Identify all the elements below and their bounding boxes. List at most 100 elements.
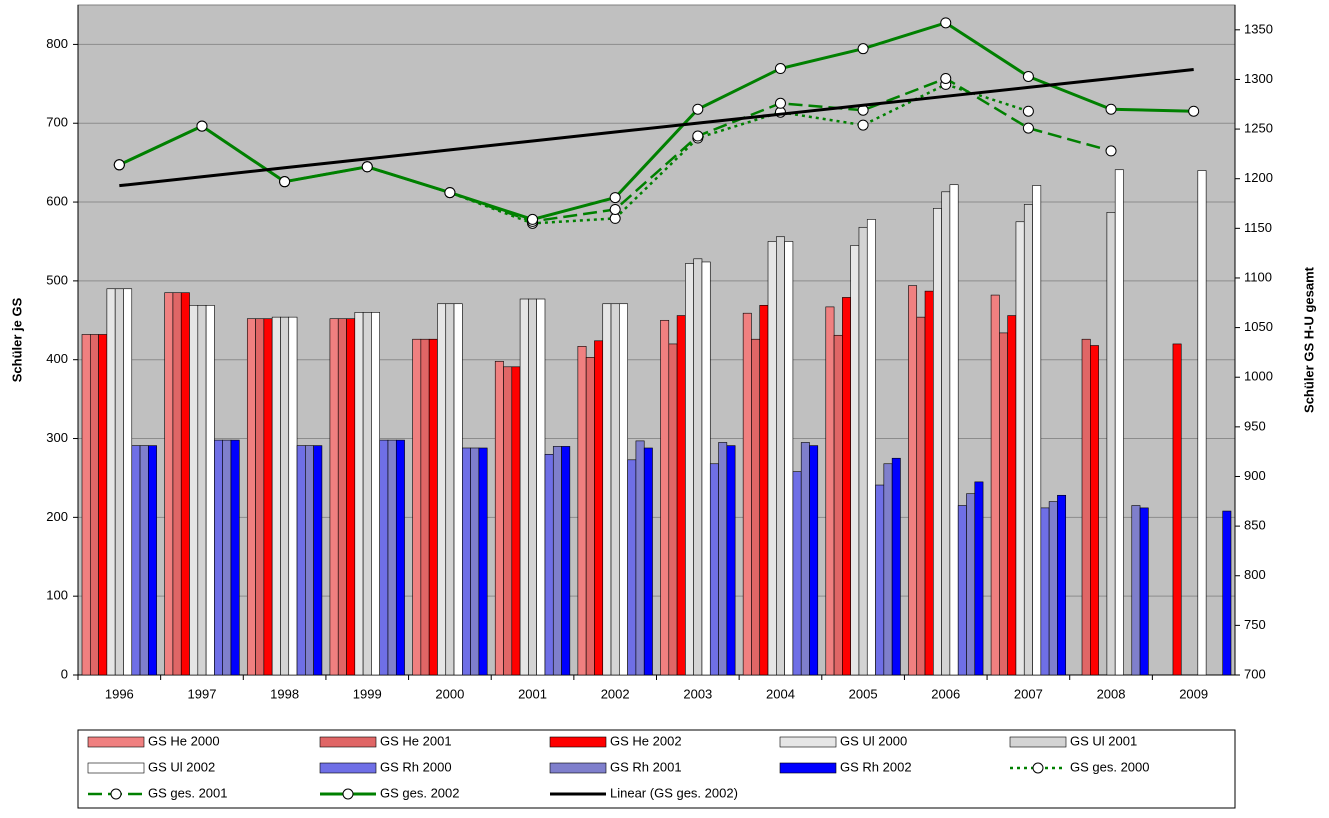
legend-label: GS He 2000 <box>148 733 220 748</box>
bar <box>494 360 504 676</box>
marker <box>940 17 952 29</box>
y2-tick-label: 1250 <box>1244 121 1273 136</box>
legend-label: GS Rh 2002 <box>840 759 912 774</box>
bar <box>106 288 116 676</box>
marker <box>774 63 786 75</box>
bar <box>205 305 215 676</box>
bar <box>288 316 298 676</box>
bar <box>395 439 405 676</box>
marker <box>527 213 539 225</box>
x-tick-label: 1997 <box>188 686 217 701</box>
y2-tick-label: 1000 <box>1244 369 1273 384</box>
marker <box>609 192 621 204</box>
bar <box>387 439 397 676</box>
legend-label: GS ges. 2002 <box>380 785 460 800</box>
bar <box>1032 185 1042 676</box>
bar <box>305 445 314 676</box>
bar <box>379 439 389 676</box>
bar <box>428 338 438 676</box>
bar <box>693 258 703 676</box>
bar <box>164 292 174 676</box>
bar <box>131 445 141 676</box>
bar <box>437 303 447 676</box>
bar <box>718 442 728 676</box>
x-tick-label: 2006 <box>931 686 960 701</box>
x-tick-label: 2004 <box>766 686 795 701</box>
y-tick-label: 600 <box>46 193 68 208</box>
legend-label: GS Ul 2001 <box>1070 733 1137 748</box>
x-tick-label: 1999 <box>353 686 382 701</box>
x-tick-label: 2009 <box>1179 686 1208 701</box>
bar <box>1106 212 1116 676</box>
legend-label: GS Ul 2000 <box>840 733 907 748</box>
x-tick-label: 2001 <box>518 686 547 701</box>
bar <box>949 184 959 676</box>
bar <box>784 241 794 676</box>
marker <box>196 120 208 132</box>
x-tick-label: 2007 <box>1014 686 1043 701</box>
bar <box>1057 494 1067 676</box>
legend-swatch <box>319 736 377 748</box>
bar <box>180 292 190 676</box>
x-tick-label: 2005 <box>849 686 878 701</box>
bar <box>1081 338 1091 676</box>
bar <box>866 219 876 676</box>
y-tick-label: 800 <box>46 36 68 51</box>
marker <box>1105 145 1117 157</box>
y2-tick-label: 1300 <box>1244 71 1273 86</box>
bar <box>528 298 537 676</box>
bar <box>420 338 430 676</box>
bar <box>453 303 463 676</box>
bar <box>792 471 802 676</box>
legend-label: GS Rh 2001 <box>610 759 682 774</box>
bar <box>610 303 620 676</box>
bar <box>891 457 901 676</box>
bar <box>371 312 380 676</box>
bar <box>337 318 347 676</box>
bar <box>114 288 124 676</box>
bar <box>263 318 273 676</box>
bar <box>635 440 645 676</box>
y-tick-label: 0 <box>61 666 68 681</box>
bar <box>329 318 339 676</box>
bar <box>850 245 860 676</box>
y-tick-label: 500 <box>46 272 68 287</box>
marker <box>857 119 869 131</box>
y-tick-label: 700 <box>46 115 68 130</box>
bar <box>478 447 488 676</box>
y2-axis-label: Schüler GS H-U gesamt <box>1301 266 1316 413</box>
legend-label: GS Ul 2002 <box>148 759 215 774</box>
bar <box>767 241 777 676</box>
bar <box>594 340 604 676</box>
bar <box>709 463 719 676</box>
bar <box>139 445 149 676</box>
bar <box>776 236 785 676</box>
x-tick-label: 1996 <box>105 686 134 701</box>
marker <box>113 159 125 171</box>
bar <box>1040 507 1050 676</box>
bar <box>148 445 157 676</box>
bar <box>98 334 108 676</box>
legend-label: GS Rh 2000 <box>380 759 452 774</box>
bar <box>1090 345 1099 676</box>
x-tick-label: 2008 <box>1097 686 1126 701</box>
bar <box>585 357 595 676</box>
legend-label: Linear (GS ges. 2002) <box>610 785 738 800</box>
legend-marker <box>110 788 122 800</box>
marker <box>1188 105 1200 117</box>
legend-label: GS He 2002 <box>610 733 682 748</box>
legend-swatch <box>549 762 607 774</box>
marker <box>774 97 786 109</box>
y-tick-label: 300 <box>46 430 68 445</box>
bar <box>1222 510 1232 676</box>
bar <box>1007 315 1017 676</box>
bar <box>561 446 571 676</box>
bar <box>627 459 637 676</box>
legend-swatch <box>87 762 145 774</box>
bar <box>809 445 819 676</box>
legend-swatch <box>779 762 837 774</box>
legend-swatch <box>549 736 607 748</box>
y2-tick-label: 1050 <box>1244 319 1273 334</box>
bar <box>676 315 686 676</box>
